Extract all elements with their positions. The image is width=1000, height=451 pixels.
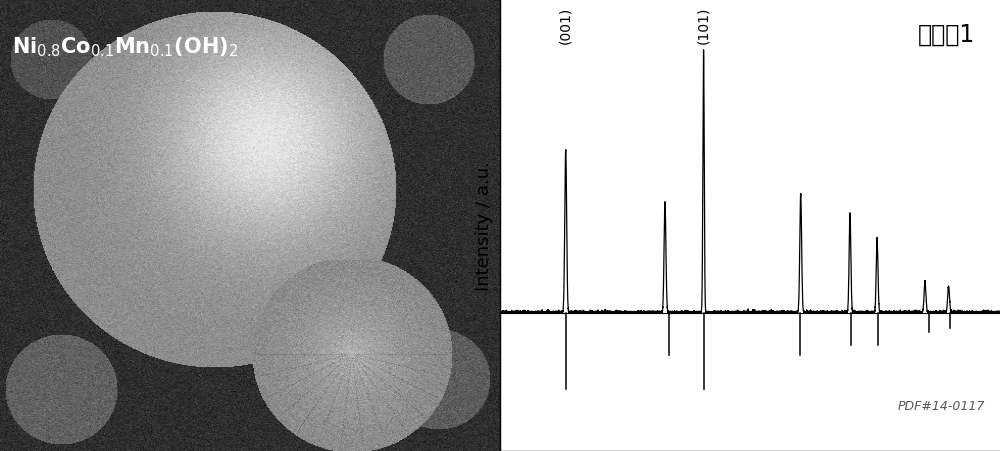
- Text: (001): (001): [559, 7, 573, 44]
- Text: 实施例1: 实施例1: [918, 23, 975, 46]
- Text: (101): (101): [697, 7, 711, 44]
- Y-axis label: Intensity / a.u.: Intensity / a.u.: [475, 161, 493, 290]
- Text: PDF#14-0117: PDF#14-0117: [898, 400, 985, 412]
- Text: Ni$_{0.8}$Co$_{0.1}$Mn$_{0.1}$(OH)$_2$: Ni$_{0.8}$Co$_{0.1}$Mn$_{0.1}$(OH)$_2$: [12, 35, 238, 59]
